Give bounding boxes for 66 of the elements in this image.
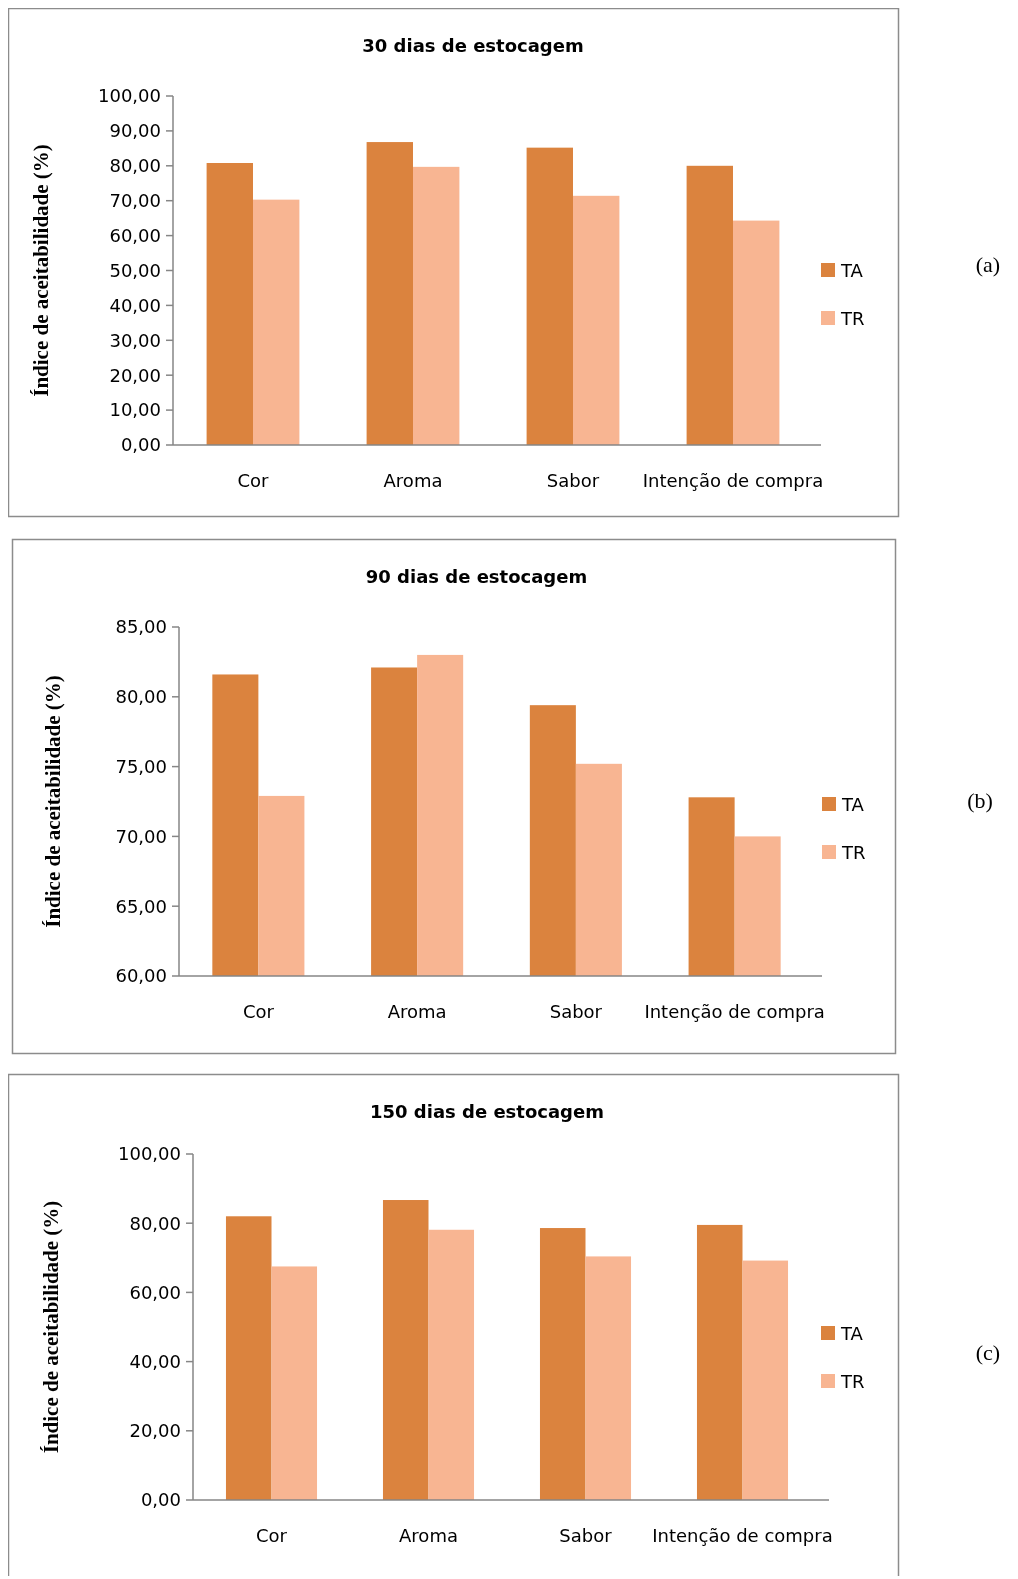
y-tick-label: 75,00 bbox=[115, 755, 167, 777]
bar bbox=[696, 1224, 743, 1500]
y-tick-label: 100,00 bbox=[98, 85, 161, 107]
text: (c) bbox=[975, 1339, 1001, 1365]
x-tick-label: Cor bbox=[242, 1001, 275, 1022]
bar bbox=[742, 1260, 789, 1500]
y-axis-title: Índice de aceitabilidade (%) bbox=[39, 1200, 63, 1454]
bar bbox=[413, 166, 460, 445]
y-tick-label: 80,00 bbox=[129, 1212, 181, 1234]
bar bbox=[225, 1216, 272, 1500]
y-tick-label: 70,00 bbox=[115, 825, 167, 847]
x-tick-label: Cor bbox=[256, 1525, 288, 1546]
y-tick-label: 20,00 bbox=[109, 364, 161, 386]
legend-label: TR bbox=[840, 1371, 865, 1393]
y-tick-label: 30,00 bbox=[109, 329, 161, 351]
text: (b) bbox=[967, 787, 993, 813]
y-axis-title: Índice de aceitabilidade (%) bbox=[29, 144, 53, 397]
y-tick-label: 100,00 bbox=[118, 1143, 181, 1165]
x-tick-label: Aroma bbox=[399, 1525, 458, 1546]
y-tick-label: 80,00 bbox=[109, 155, 161, 177]
x-tick-label: Aroma bbox=[383, 470, 443, 491]
bar bbox=[382, 1200, 429, 1500]
bar bbox=[539, 1228, 586, 1500]
bar bbox=[585, 1256, 632, 1500]
x-tick-label: Intenção de compra bbox=[642, 470, 824, 491]
legend-label: TA bbox=[841, 794, 865, 816]
y-tick-label: 40,00 bbox=[109, 294, 161, 316]
y-tick-label: 10,00 bbox=[109, 399, 161, 421]
x-tick-label: Cor bbox=[237, 470, 270, 491]
bar bbox=[366, 142, 413, 445]
y-tick-label: 40,00 bbox=[129, 1350, 181, 1372]
chart-title: 90 dias de estocagem bbox=[365, 566, 588, 587]
bar bbox=[253, 199, 300, 445]
legend-label: TA bbox=[840, 1323, 864, 1345]
x-tick-label: Aroma bbox=[387, 1001, 447, 1022]
y-tick-label: 50,00 bbox=[109, 259, 161, 281]
y-tick-label: 0,00 bbox=[140, 1489, 181, 1511]
legend-label: TR bbox=[840, 308, 865, 330]
y-tick-label: 60,00 bbox=[115, 965, 167, 987]
y-tick-label: 80,00 bbox=[115, 686, 167, 708]
bar bbox=[271, 1266, 318, 1500]
bar bbox=[573, 195, 620, 445]
legend-label: TR bbox=[841, 842, 866, 864]
x-tick-label: Intenção de compra bbox=[652, 1525, 833, 1546]
bar bbox=[733, 220, 780, 445]
x-tick-label: Sabor bbox=[546, 470, 600, 491]
x-tick-label: Intenção de compra bbox=[644, 1001, 825, 1022]
y-tick-label: 85,00 bbox=[115, 616, 167, 638]
y-tick-label: 90,00 bbox=[109, 120, 161, 142]
y-tick-label: 20,00 bbox=[129, 1420, 181, 1442]
y-tick-label: 0,00 bbox=[120, 434, 161, 456]
legend-label: TA bbox=[840, 260, 864, 282]
y-tick-label: 60,00 bbox=[109, 224, 161, 246]
y-axis-title: Índice de aceitabilidade (%) bbox=[41, 675, 65, 928]
y-tick-label: 65,00 bbox=[115, 895, 167, 917]
chart-title: 30 dias de estocagem bbox=[362, 35, 584, 56]
x-tick-label: Sabor bbox=[549, 1001, 603, 1022]
y-tick-label: 60,00 bbox=[129, 1281, 181, 1303]
bar bbox=[686, 165, 733, 445]
x-tick-label: Sabor bbox=[559, 1525, 613, 1546]
text: (a) bbox=[975, 251, 1001, 277]
bar bbox=[206, 163, 253, 445]
bar bbox=[526, 147, 573, 445]
bar bbox=[428, 1229, 475, 1500]
chart-title: 150 dias de estocagem bbox=[370, 1101, 604, 1122]
y-tick-label: 70,00 bbox=[109, 190, 161, 211]
